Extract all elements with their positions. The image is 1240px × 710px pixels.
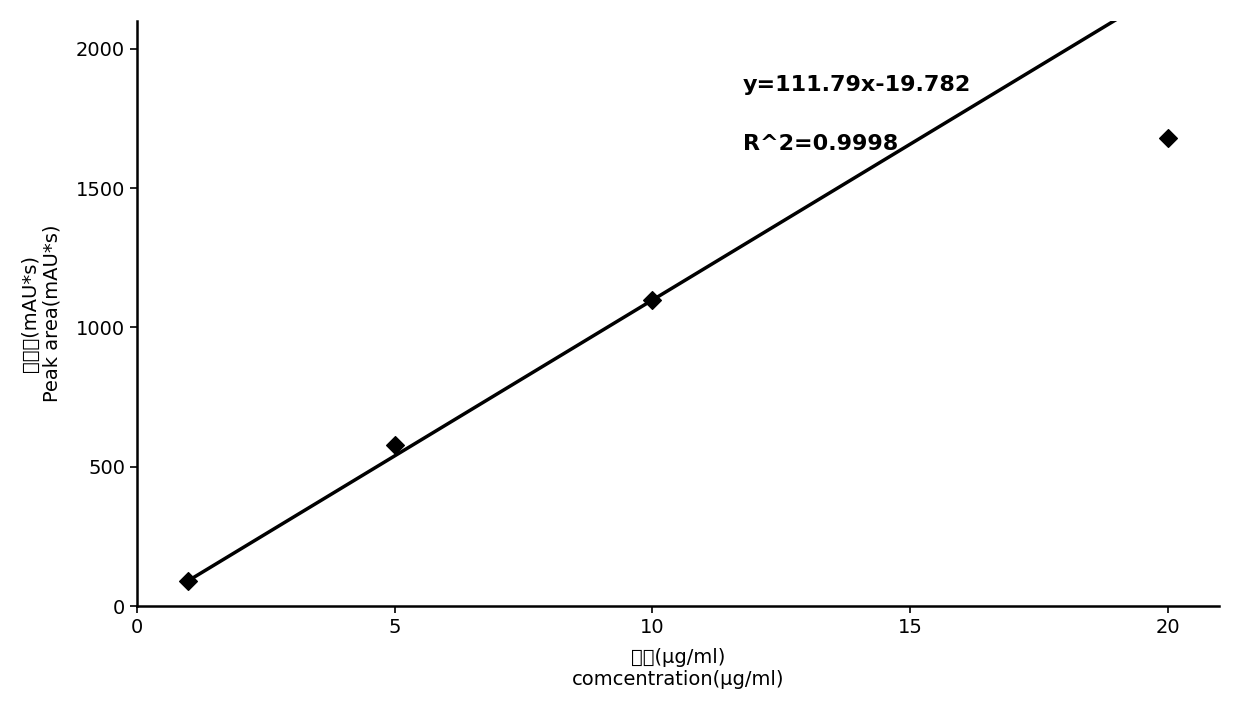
X-axis label: 浓度(μg/ml)
comcentration(μg/ml): 浓度(μg/ml) comcentration(μg/ml) [572,648,784,689]
Point [642,294,662,305]
Point [179,575,198,586]
Text: R^2=0.9998: R^2=0.9998 [743,133,898,153]
Point [384,439,404,450]
Text: y=111.79x-19.782: y=111.79x-19.782 [743,75,971,95]
Point [1158,132,1178,143]
Y-axis label: 峻面积(mAU*s)
Peak area(mAU*s): 峻面积(mAU*s) Peak area(mAU*s) [21,225,62,403]
